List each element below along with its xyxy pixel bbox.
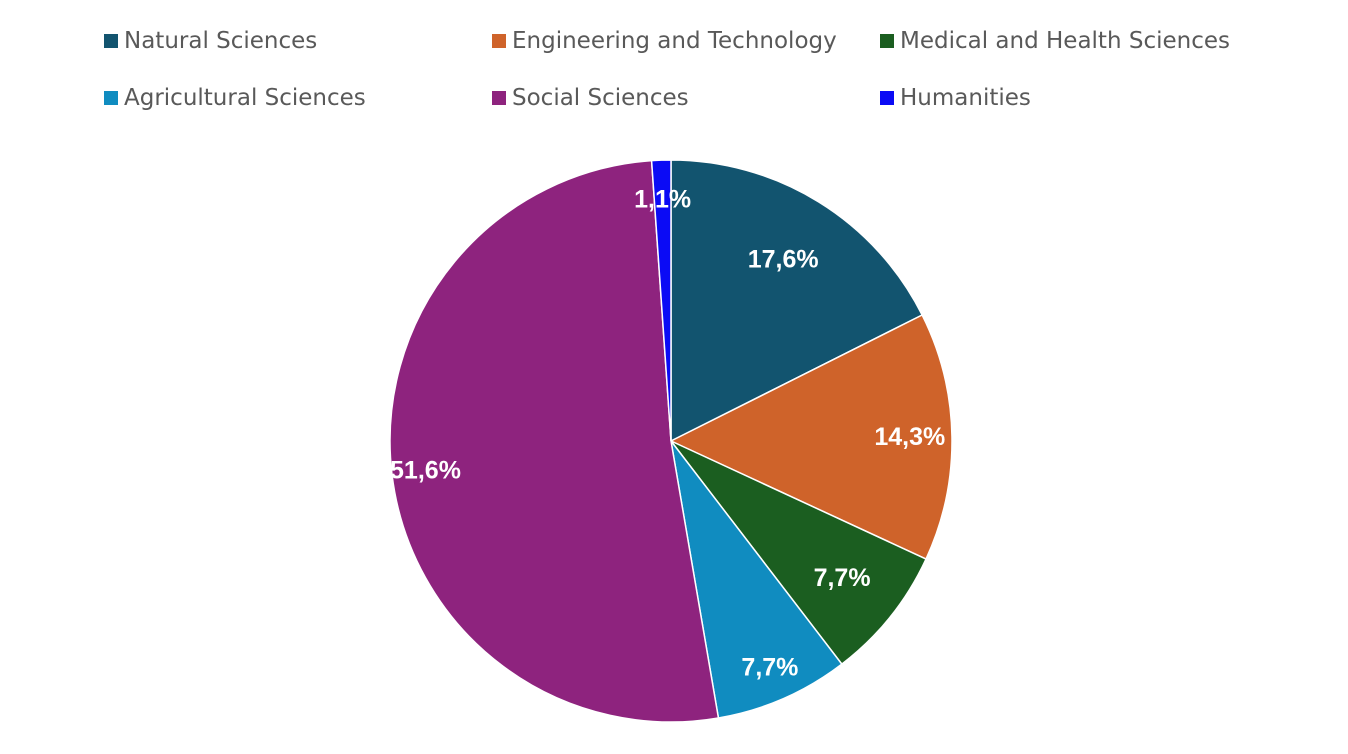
- legend-label: Humanities: [900, 85, 1031, 111]
- legend-label: Engineering and Technology: [512, 28, 837, 54]
- slice-data-label: 51,6%: [390, 456, 461, 484]
- legend-swatch: [104, 91, 118, 105]
- pie-slice: [670, 159, 924, 443]
- pie-slice: [670, 440, 843, 719]
- legend-swatch: [880, 91, 894, 105]
- pie-slice: [650, 159, 672, 442]
- slice-data-label: 7,7%: [741, 654, 798, 682]
- legend-swatch: [880, 34, 894, 48]
- legend-label: Social Sciences: [512, 85, 689, 111]
- legend-label: Medical and Health Sciences: [900, 28, 1230, 54]
- pie-slice: [669, 313, 953, 561]
- legend-swatch: [104, 34, 118, 48]
- legend-label: Natural Sciences: [124, 28, 318, 54]
- legend-item: Medical and Health Sciences: [880, 28, 1230, 54]
- slice-data-label: 14,3%: [874, 423, 945, 451]
- slice-data-label: 1,1%: [634, 185, 691, 213]
- legend-swatch: [492, 91, 506, 105]
- legend-item: Engineering and Technology: [492, 28, 837, 54]
- slice-data-label: 7,7%: [814, 564, 871, 592]
- legend-swatch: [492, 34, 506, 48]
- chart-legend: Natural Sciences Engineering and Technolo…: [0, 0, 1348, 130]
- legend-item: Agricultural Sciences: [104, 85, 366, 111]
- slice-data-label: 17,6%: [748, 245, 819, 273]
- legend-item: Humanities: [880, 85, 1031, 111]
- legend-item: Natural Sciences: [104, 28, 317, 54]
- pie-slice: [389, 159, 720, 723]
- pie-slice: [670, 440, 927, 666]
- legend-item: Social Sciences: [492, 85, 689, 111]
- legend-label: Agricultural Sciences: [124, 85, 366, 111]
